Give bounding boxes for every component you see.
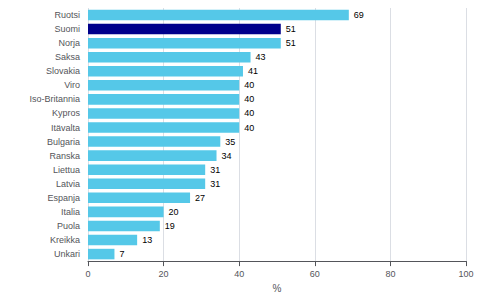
svg-text:31: 31 — [210, 165, 220, 175]
svg-text:60: 60 — [310, 269, 320, 279]
svg-text:40: 40 — [244, 123, 254, 133]
svg-text:41: 41 — [248, 66, 258, 76]
svg-text:Suomi: Suomi — [54, 24, 80, 34]
svg-text:19: 19 — [165, 221, 175, 231]
svg-text:Puola: Puola — [57, 221, 80, 231]
svg-text:Italia: Italia — [61, 207, 80, 217]
svg-text:Kypros: Kypros — [52, 108, 81, 118]
svg-text:Espanja: Espanja — [47, 193, 80, 203]
svg-text:34: 34 — [222, 151, 232, 161]
svg-text:40: 40 — [244, 108, 254, 118]
svg-text:35: 35 — [225, 137, 235, 147]
svg-text:%: % — [273, 283, 282, 294]
svg-text:40: 40 — [244, 80, 254, 90]
svg-text:0: 0 — [85, 269, 90, 279]
svg-text:Ruotsi: Ruotsi — [54, 10, 80, 20]
svg-text:100: 100 — [458, 269, 473, 279]
svg-text:Viro: Viro — [64, 80, 80, 90]
svg-text:13: 13 — [142, 235, 152, 245]
svg-text:Itävalta: Itävalta — [51, 123, 80, 133]
svg-text:43: 43 — [256, 52, 266, 62]
svg-text:Bulgaria: Bulgaria — [47, 137, 80, 147]
svg-text:Iso-Britannia: Iso-Britannia — [29, 94, 80, 104]
svg-text:20: 20 — [159, 269, 169, 279]
svg-text:Kreikka: Kreikka — [50, 235, 80, 245]
svg-text:Ranska: Ranska — [49, 151, 80, 161]
svg-text:Latvia: Latvia — [56, 179, 80, 189]
svg-text:20: 20 — [169, 207, 179, 217]
svg-text:80: 80 — [385, 269, 395, 279]
svg-text:31: 31 — [210, 179, 220, 189]
svg-text:27: 27 — [195, 193, 205, 203]
svg-text:40: 40 — [234, 269, 244, 279]
svg-text:51: 51 — [286, 24, 296, 34]
svg-text:Saksa: Saksa — [55, 52, 80, 62]
svg-text:69: 69 — [354, 10, 364, 20]
svg-text:51: 51 — [286, 38, 296, 48]
svg-text:7: 7 — [119, 249, 124, 259]
svg-text:Unkari: Unkari — [54, 249, 80, 259]
svg-text:Norja: Norja — [58, 38, 80, 48]
svg-text:Liettua: Liettua — [53, 165, 80, 175]
svg-text:40: 40 — [244, 94, 254, 104]
svg-text:Slovakia: Slovakia — [46, 66, 80, 76]
